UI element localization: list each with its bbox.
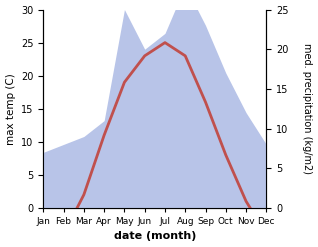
Y-axis label: max temp (C): max temp (C) [5, 73, 16, 144]
Y-axis label: med. precipitation (kg/m2): med. precipitation (kg/m2) [302, 43, 313, 174]
X-axis label: date (month): date (month) [114, 231, 196, 242]
